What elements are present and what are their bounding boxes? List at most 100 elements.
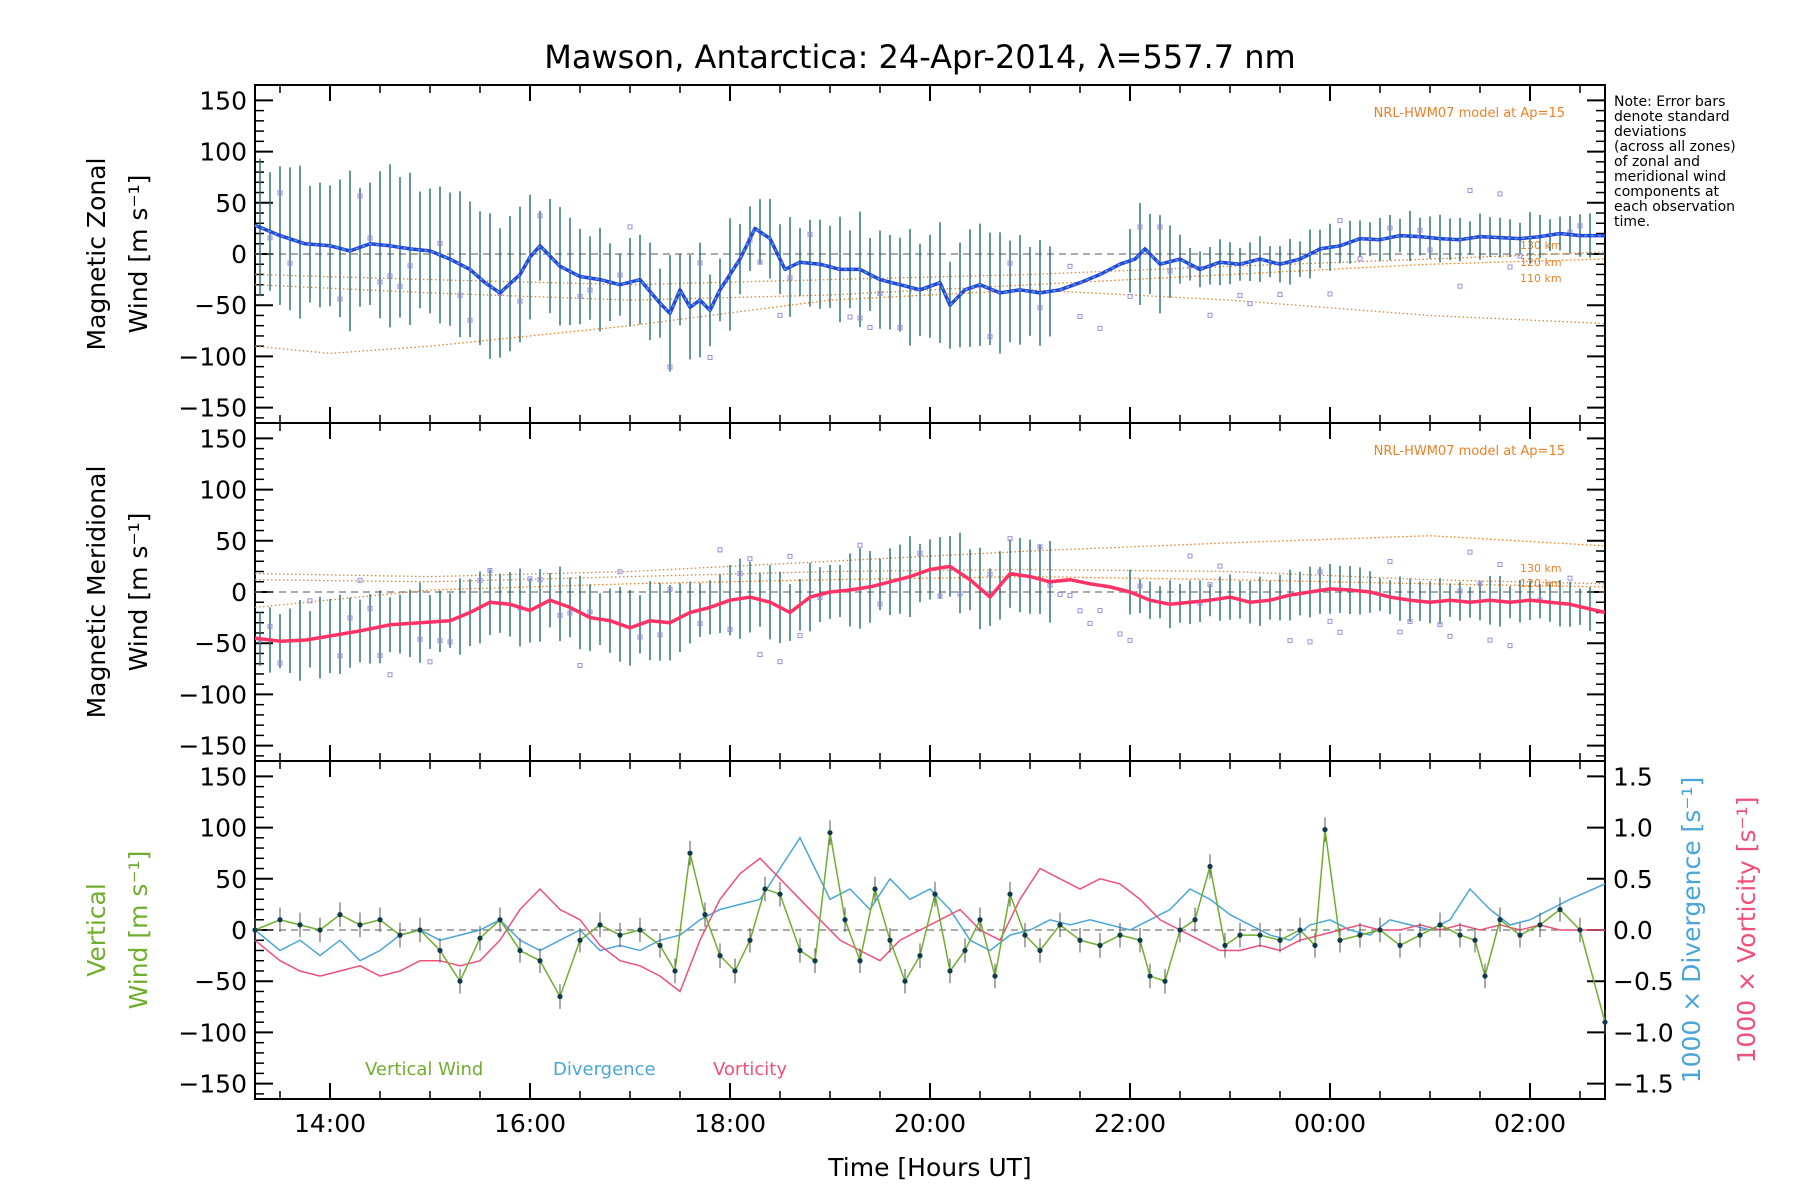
vertical-wind-point: [717, 953, 723, 959]
zone-wind-point: [1447, 633, 1453, 639]
right-tick-label: −0.5: [1613, 967, 1674, 996]
zone-wind-point: [787, 553, 793, 559]
vertical-y-axis-label: Vertical Wind [m s⁻¹]: [82, 851, 153, 1010]
zone-wind-point: [467, 317, 473, 323]
y-tick-label: −50: [194, 629, 247, 658]
meridional-ylabel-line2: Wind [m s⁻¹]: [124, 513, 153, 672]
vertical-ylabel-line2: Wind [m s⁻¹]: [124, 851, 153, 1010]
zonal-altitude-label: 120 km: [1520, 256, 1562, 269]
vorticity-line: [254, 857, 1605, 993]
note-line: of zonal and: [1614, 154, 1700, 170]
y-tick-label: 150: [199, 762, 247, 791]
zone-wind-point: [287, 260, 293, 266]
vertical-wind-point: [1117, 932, 1123, 938]
meridional-ylabel-line1: Magnetic Meridional: [82, 466, 111, 719]
zone-wind-point: [417, 636, 423, 642]
zonal-y-axis-label: Magnetic Zonal Wind [m s⁻¹]: [82, 158, 153, 351]
zone-wind-point: [1187, 553, 1193, 559]
vertical-wind-point: [657, 942, 663, 948]
y-tick-label: 0: [231, 916, 247, 945]
zone-wind-point: [537, 213, 543, 219]
zone-wind-point: [1427, 247, 1433, 253]
vertical-wind-point: [517, 947, 523, 954]
zone-wind-point: [1577, 223, 1583, 229]
right-tick-label: 1.5: [1613, 762, 1653, 791]
vertical-wind-point: [337, 912, 343, 918]
zone-wind-point: [1397, 629, 1403, 635]
zone-wind-point: [1467, 549, 1473, 555]
zone-wind-point: [917, 550, 923, 556]
zone-wind-point: [1467, 188, 1473, 194]
x-tick-label: 18:00: [694, 1109, 766, 1138]
zone-wind-point: [1437, 622, 1443, 628]
vertical-wind-point: [1257, 932, 1263, 938]
vertical-wind-point: [1337, 937, 1343, 943]
zone-wind-point: [637, 634, 643, 640]
right-tick-label: 0.5: [1613, 865, 1653, 894]
zone-wind-point: [1507, 643, 1513, 649]
zone-wind-point: [307, 598, 313, 604]
zone-wind-point: [1067, 263, 1073, 269]
vertical-wind-point: [277, 917, 283, 923]
zone-wind-point: [797, 633, 803, 639]
vertical-wind-point: [687, 850, 693, 856]
vertical-wind-point: [377, 917, 383, 923]
y-tick-label: 50: [215, 865, 247, 894]
y-tick-label: 50: [215, 527, 247, 556]
zone-wind-point: [1317, 569, 1323, 575]
zonal-altitude-label: 130 km: [1520, 239, 1562, 252]
zone-wind-point: [1357, 256, 1363, 262]
model-wind-curve: [254, 535, 1606, 578]
zonal-model-label: NRL-HWM07 model at Ap=15: [1374, 106, 1565, 121]
zone-wind-point: [367, 235, 373, 241]
vertical-wind-point: [1517, 932, 1523, 938]
zone-wind-point: [1517, 253, 1523, 259]
vertical-wind-point: [1147, 973, 1153, 979]
zone-wind-point: [1237, 292, 1243, 298]
zone-wind-point: [447, 639, 453, 645]
y-tick-label: −50: [194, 291, 247, 320]
vertical-wind-point: [1482, 973, 1488, 979]
vertical-wind-point: [437, 947, 443, 954]
zone-wind-point: [357, 577, 363, 583]
zone-wind-point: [667, 364, 673, 370]
zone-wind-point: [1007, 536, 1013, 542]
vertical-wind-point: [932, 891, 938, 897]
vertical-wind-point: [702, 912, 708, 918]
vertical-wind-point: [1162, 978, 1168, 984]
vertical-wind-point: [1457, 932, 1463, 938]
zone-wind-point: [267, 235, 273, 241]
zone-wind-point: [407, 263, 413, 269]
zone-wind-point: [617, 569, 623, 575]
y-tick-label: 100: [199, 814, 247, 843]
zone-wind-point: [387, 672, 393, 678]
vertical-wind-point: [497, 917, 503, 923]
zone-wind-point: [1037, 305, 1043, 311]
vertical-wind-line: [254, 829, 1606, 1023]
zone-wind-point: [1277, 291, 1283, 297]
vertical-wind-point: [1312, 942, 1318, 948]
y-tick-label: −150: [178, 394, 247, 423]
vertical-wind-point: [1222, 942, 1228, 948]
zone-wind-point: [757, 259, 763, 265]
right-tick-label: −1.0: [1613, 1018, 1674, 1047]
vertical-wind-point: [457, 978, 463, 984]
zone-wind-point: [1217, 563, 1223, 569]
zone-wind-point: [1387, 225, 1393, 231]
x-tick-label: 14:00: [294, 1109, 366, 1138]
zone-wind-point: [1337, 218, 1343, 224]
zone-wind-point: [377, 279, 383, 285]
zone-wind-point: [1307, 639, 1313, 645]
zone-wind-point: [1497, 191, 1503, 197]
chart-title: Mawson, Antarctica: 24-Apr-2014, λ=557.7…: [544, 38, 1295, 76]
zone-wind-point: [1457, 588, 1463, 594]
zone-wind-point: [277, 190, 283, 196]
vertical-wind-point: [777, 891, 783, 897]
zone-wind-point: [587, 609, 593, 615]
zone-wind-point: [1097, 325, 1103, 331]
y-tick-label: 100: [199, 476, 247, 505]
vertical-wind-point: [917, 953, 923, 959]
zone-wind-point: [337, 653, 343, 659]
vertical-wind-point: [762, 886, 768, 892]
divergence-line: [254, 836, 1606, 962]
